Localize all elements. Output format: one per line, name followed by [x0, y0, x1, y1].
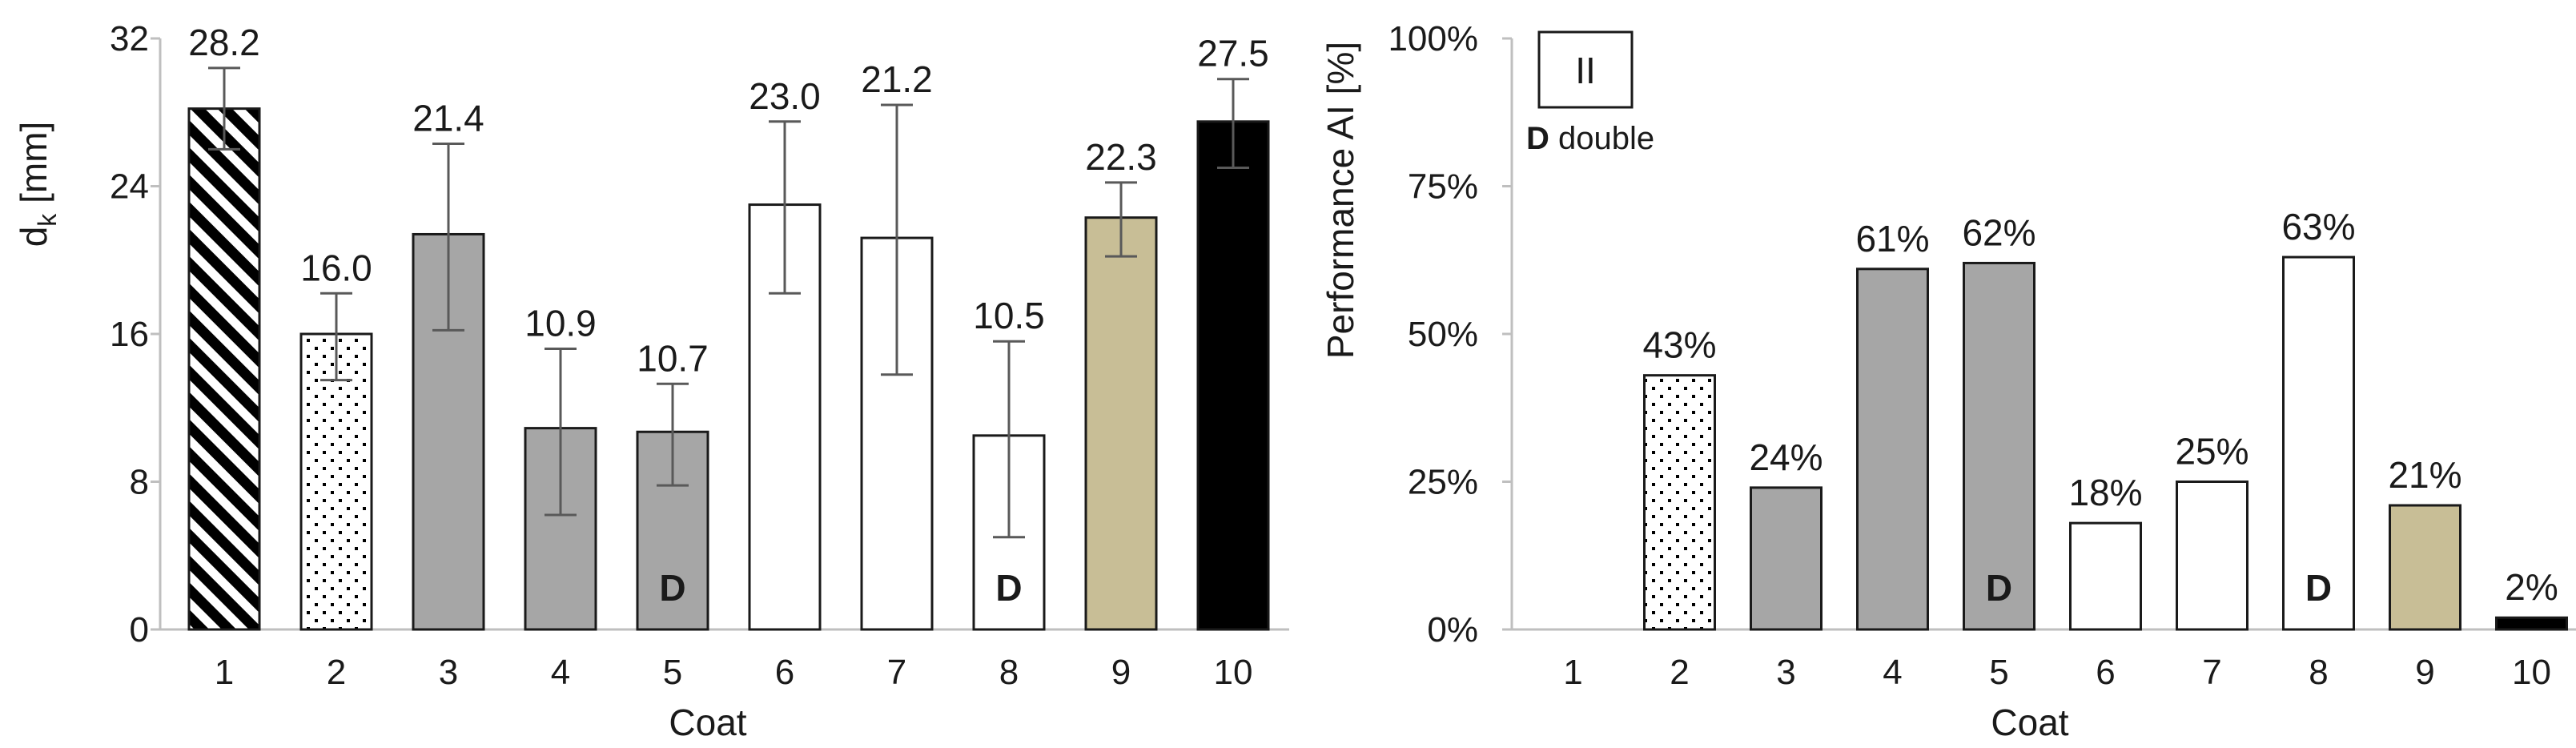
- data-label: 18%: [2068, 472, 2142, 513]
- x-axis-title-left: Coat: [669, 702, 746, 743]
- y-tick-label: 100%: [1388, 19, 1478, 58]
- bar: [2389, 504, 2461, 631]
- data-label: 27.5: [1197, 33, 1269, 74]
- x-tick-label: 1: [1563, 653, 1582, 692]
- panel-label-box: [1537, 30, 1634, 109]
- bars-left: [187, 107, 1270, 631]
- y-axis-title-left: dk [mm]: [13, 122, 62, 247]
- x-tick-label: 9: [2415, 653, 2434, 692]
- x-tick-label: 6: [2096, 653, 2115, 692]
- data-label: 16.0: [300, 247, 372, 288]
- bar: [299, 332, 373, 631]
- x-tick-label: 2: [327, 653, 346, 692]
- bar: [1963, 261, 2035, 631]
- x-axis-ticks-right: 1 2 3 4 5 6 7 8 9 10: [1563, 653, 2551, 692]
- x-tick-label: 7: [2202, 653, 2221, 692]
- y-tick-label: 50%: [1408, 315, 1478, 354]
- data-label: 28.2: [188, 22, 260, 63]
- bar: [2176, 481, 2248, 631]
- value-labels-right: 43% 24% 61% 62% 18% 25% 63% 21% 2%: [1642, 206, 2558, 608]
- x-tick-label: 8: [999, 653, 1019, 692]
- data-label: 10.5: [973, 295, 1045, 336]
- legend-double: D double: [1526, 121, 1654, 156]
- bar: [1196, 120, 1270, 631]
- y-tick-label: 75%: [1408, 167, 1478, 207]
- data-label: 22.3: [1085, 136, 1157, 178]
- x-axis-title-right: Coat: [1991, 702, 2068, 743]
- y-tick-label: 25%: [1408, 463, 1478, 502]
- y-axis-title-right: Performance AI [%]: [1320, 42, 1361, 359]
- bar: [2069, 521, 2142, 631]
- legend-mark: D: [1526, 121, 1549, 156]
- bar: [1750, 486, 1822, 631]
- legend-label: double: [1549, 121, 1654, 156]
- double-mark: D: [659, 567, 685, 609]
- x-tick-label: 5: [1989, 653, 2008, 692]
- x-tick-label: 7: [887, 653, 906, 692]
- x-tick-label: 10: [1214, 653, 1253, 692]
- y-axis-title-unit: [mm]: [13, 122, 54, 214]
- data-label: 21.4: [412, 97, 484, 139]
- bars-right: [1643, 255, 2568, 631]
- y-axis-title-subscript: k: [33, 213, 62, 227]
- y-tick-label: 0: [130, 610, 149, 649]
- bar: [1643, 374, 1716, 631]
- x-axis-ticks-left: 1 2 3 4 5 6 7 8 9 10: [215, 653, 1253, 692]
- data-label: 63%: [2281, 206, 2355, 247]
- data-label: 10.7: [637, 337, 709, 379]
- x-tick-label: 3: [439, 653, 458, 692]
- x-tick-label: 2: [1670, 653, 1689, 692]
- double-mark: D: [1986, 567, 2012, 609]
- data-label: 21%: [2388, 454, 2461, 496]
- bar: [187, 107, 261, 631]
- y-tick-label: 24: [110, 167, 149, 207]
- error-bars-left: [208, 66, 1249, 539]
- x-tick-label: 4: [551, 653, 570, 692]
- data-label: 61%: [1855, 218, 1929, 259]
- double-mark: D: [995, 567, 1022, 609]
- y-tick-label: 32: [110, 19, 149, 58]
- y-axis-title-main: d: [13, 227, 54, 247]
- x-tick-label: 6: [775, 653, 794, 692]
- data-label: 10.9: [524, 302, 597, 344]
- data-label: 24%: [1749, 436, 1822, 478]
- data-label: 25%: [2175, 431, 2248, 473]
- data-label: 2%: [2505, 566, 2558, 608]
- x-tick-label: 9: [1111, 653, 1131, 692]
- value-labels-left: 28.2 16.0 21.4 10.9 10.7 23.0 21.2 10.5 22.3 27.5: [188, 22, 1269, 379]
- data-label: 62%: [1962, 211, 2035, 253]
- data-label: 21.2: [861, 58, 933, 100]
- bar: [2282, 255, 2355, 631]
- x-tick-label: 4: [1883, 653, 1902, 692]
- y-tick-label: 0%: [1427, 610, 1478, 649]
- bar: [1084, 216, 1158, 631]
- bar: [2495, 616, 2568, 631]
- double-mark: D: [2305, 567, 2332, 609]
- x-tick-label: 3: [1776, 653, 1795, 692]
- x-tick-label: 5: [663, 653, 682, 692]
- data-label: 43%: [1642, 324, 1716, 366]
- panel-label: II: [1575, 50, 1596, 91]
- y-tick-label: 8: [130, 463, 149, 502]
- data-label: 23.0: [749, 75, 821, 117]
- bar: [1856, 267, 1929, 631]
- x-tick-label: 1: [215, 653, 234, 692]
- x-tick-label: 8: [2309, 653, 2328, 692]
- y-tick-label: 16: [110, 315, 149, 354]
- chart-performance: 0%25%50%75%100% 43%24%61% 62%18%25%63%21%…: [1320, 19, 2576, 743]
- x-tick-label: 10: [2512, 653, 2551, 692]
